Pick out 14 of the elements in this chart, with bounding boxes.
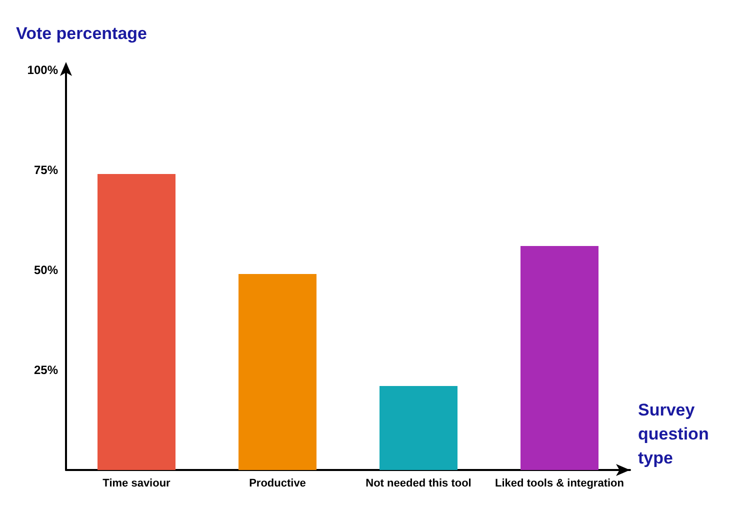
- bar: [380, 386, 458, 470]
- y-tick-label: 100%: [27, 63, 58, 77]
- y-tick-label: 75%: [34, 163, 58, 177]
- x-tick-label: Productive: [249, 478, 306, 490]
- x-tick-label: Not needed this tool: [366, 478, 472, 490]
- x-tick-label: Liked tools & integration: [495, 478, 624, 490]
- y-axis-title: Vote percentage: [16, 24, 148, 43]
- bar: [238, 274, 316, 470]
- x-tick-label: Time saviour: [102, 478, 172, 490]
- y-tick-label: 50%: [34, 263, 58, 277]
- x-axis-title: Survey question type: [638, 400, 709, 468]
- y-tick-label: 25%: [34, 363, 58, 377]
- bar: [520, 246, 598, 470]
- bar: [98, 174, 176, 470]
